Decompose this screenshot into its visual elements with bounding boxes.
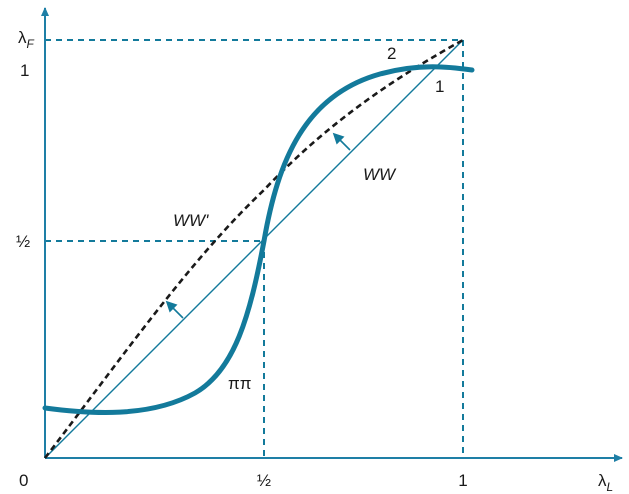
y-tick-one: 1 [20,61,29,80]
pipi-thick-curve [42,64,475,415]
upper-shift-arrowhead [332,132,345,145]
shift-arrows [165,132,351,319]
axes [41,7,623,462]
y-axis-label: λF [18,28,35,51]
ww-diagonal-line [44,39,464,459]
lower-shift-arrowhead [165,300,178,313]
origin-label: 0 [19,471,28,490]
reference-lines [45,39,464,458]
y-tick-half: ½ [16,232,30,251]
point-1-label: 1 [435,77,444,96]
point-2-label: 2 [387,44,396,63]
x-tick-one: 1 [458,471,467,490]
lower-shift-arrow [172,307,184,319]
ww-prime-label: WW' [173,211,209,230]
ww-label: WW [363,165,397,184]
x-axis-label: λL [598,471,613,494]
pipi-label: ππ [228,374,251,393]
x-tick-half: ½ [257,471,271,490]
upper-shift-arrow [339,139,351,151]
